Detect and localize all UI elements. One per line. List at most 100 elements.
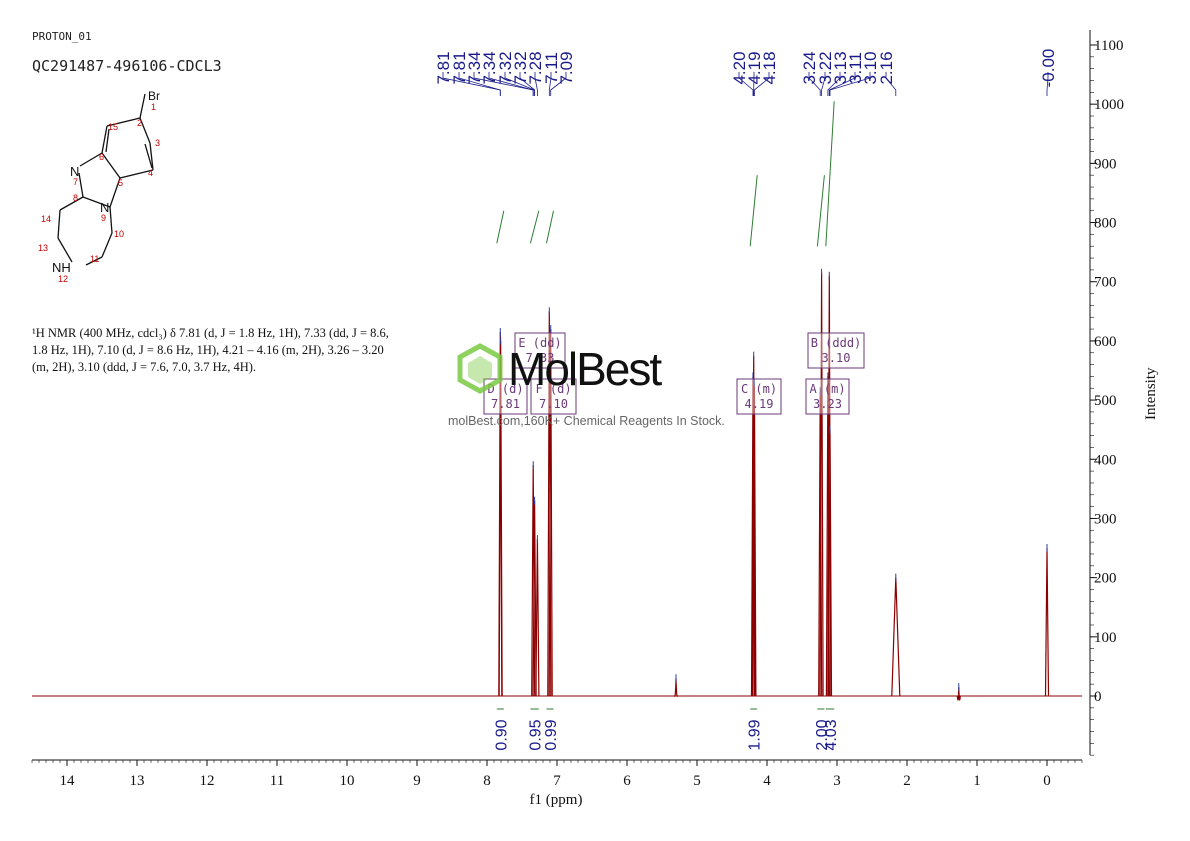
peak-label-5: 7.32: [511, 51, 530, 84]
peak-label-2: 7.34: [465, 51, 484, 84]
multiplet-label-0: D (d): [487, 382, 523, 396]
multiplet-box-5: [805, 378, 850, 415]
peak-leader-7: [548, 72, 552, 96]
structure-atom-3: 3: [155, 138, 160, 148]
peak-leader-17: [885, 72, 897, 96]
structure-bond-14: [101, 232, 113, 258]
structure-atom-5: 5: [118, 178, 123, 188]
multiplet-shift-5: 3.23: [813, 397, 842, 411]
x-axis-label: f1 (ppm): [530, 792, 583, 808]
structure-bond-3: [119, 169, 154, 179]
peak-label-3: 7.34: [480, 51, 499, 84]
peak-label-6: 7.28: [526, 51, 545, 84]
multiplet-shift-0: 7.81: [491, 397, 520, 411]
integral-value-1: 0.95: [528, 719, 545, 750]
watermark-tagline: molBest.com,160K+ Chemical Reagents In S…: [448, 414, 725, 428]
peak-label-11: 4.18: [760, 51, 779, 84]
y-tick-label-100: 100: [1094, 630, 1117, 646]
multiplet-label-2: F (d): [535, 382, 571, 396]
x-tick-label-5: 5: [693, 773, 701, 789]
structure-atom-12: 9: [101, 213, 106, 223]
peak-leader-18: [1046, 72, 1049, 96]
multiplet-label-3: C (m): [741, 382, 777, 396]
integral-curve-2: [546, 210, 554, 244]
structure-bond-10: [78, 172, 84, 198]
y-tick-label-800: 800: [1094, 216, 1117, 232]
integral-value-0: 0.90: [493, 719, 510, 750]
integral-curve-4: [816, 175, 825, 247]
sample-id: QC291487-496106-CDCL3: [32, 57, 222, 75]
nmr-description: ¹H NMR (400 MHz, cdcl₃) δ 7.81 (d, J = 1…: [32, 325, 422, 376]
x-tick-label-8: 8: [483, 773, 491, 789]
x-tick-label-9: 9: [413, 773, 421, 789]
peak-label-17: 2.16: [877, 51, 896, 84]
y-tick-label-0: 0: [1094, 689, 1102, 705]
structure-atom-2: 2: [137, 118, 142, 128]
y-tick-label-500: 500: [1094, 393, 1117, 409]
structure-atom-15: NH: [52, 260, 71, 275]
peak-leader-15: [828, 72, 856, 96]
experiment-name: PROTON_01: [32, 30, 92, 43]
structure-bond-7: [105, 128, 110, 153]
structure-bond-15: [85, 256, 103, 266]
x-tick-label-6: 6: [623, 773, 631, 789]
integral-curve-3: [749, 175, 758, 247]
y-tick-label-400: 400: [1094, 452, 1117, 468]
peak-label-12: 3.24: [800, 51, 819, 84]
structure-bond-13: [109, 206, 113, 234]
y-tick-label-200: 200: [1094, 571, 1117, 587]
structure-bond-8: [144, 143, 153, 169]
multiplet-label-5: A (m): [809, 382, 845, 396]
integral-curve-5: [825, 101, 835, 247]
peak-label-7: 7.11: [542, 52, 561, 84]
x-tick-label-12: 12: [200, 773, 215, 789]
multiplet-shift-2: 7.10: [539, 397, 568, 411]
structure-atom-13: 10: [114, 229, 124, 239]
structure-atom-11: N: [100, 200, 109, 215]
peak-label-14: 3.13: [831, 51, 850, 84]
structure-atom-0: Br: [148, 89, 160, 103]
structure-atom-1: 1: [151, 102, 156, 112]
structure-bond-0: [106, 117, 141, 127]
integral-curve-1: [529, 210, 540, 244]
structure-bond-17: [57, 209, 61, 239]
x-tick-label-1: 1: [973, 773, 981, 789]
structure-bond-1: [101, 125, 108, 154]
x-tick-label-0: 0: [1043, 773, 1051, 789]
structure-bond-18: [57, 237, 73, 263]
y-tick-label-1100: 1100: [1094, 38, 1123, 54]
y-tick-label-1000: 1000: [1094, 97, 1124, 113]
structure-bond-2: [101, 152, 121, 179]
structure-atom-4: 4: [148, 168, 153, 178]
peak-label-1: 7.81: [450, 51, 469, 84]
peak-leader-9: [738, 72, 754, 96]
multiplet-shift-4: 3.10: [822, 351, 851, 365]
structure-atom-14: 11: [90, 254, 99, 264]
y-tick-label-900: 900: [1094, 156, 1117, 172]
multiplet-box-3: [736, 378, 782, 415]
x-tick-label-4: 4: [763, 773, 771, 789]
description-line-3: (m, 2H), 3.10 (ddd, J = 7.6, 7.0, 3.7 Hz…: [32, 360, 257, 374]
y-axis-label: Intensity: [1143, 367, 1159, 421]
logo-hexagon: [457, 343, 503, 394]
multiplet-label-4: B (ddd): [811, 336, 862, 350]
peak-leader-1: [458, 72, 501, 96]
structure-bond-9: [79, 152, 103, 167]
x-tick-label-14: 14: [60, 773, 76, 789]
integral-value-5: 4.03: [823, 719, 840, 750]
x-tick-label-3: 3: [833, 773, 841, 789]
structure-bond-5: [139, 117, 151, 144]
structure-atom-16: 12: [58, 274, 68, 284]
structure-atom-6: 6: [99, 152, 104, 162]
structure-bond-6: [139, 93, 146, 119]
peak-leader-12: [808, 72, 821, 96]
peak-label-9: 4.20: [730, 51, 749, 84]
peak-leader-16: [829, 72, 871, 96]
peak-label-10: 4.19: [745, 51, 764, 84]
structure-bond-16: [59, 196, 84, 211]
description-line-1: ¹H NMR (400 MHz, cdcl₃) δ 7.81 (d, J = 1…: [32, 326, 389, 340]
logo-hexagon-inner: [468, 356, 492, 384]
structure-atom-18: 14: [41, 214, 51, 224]
